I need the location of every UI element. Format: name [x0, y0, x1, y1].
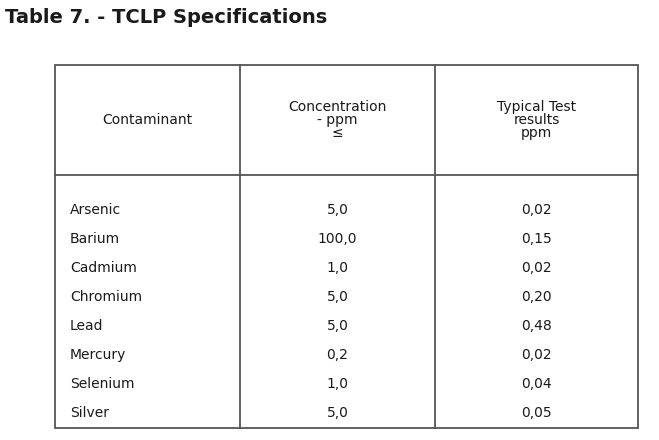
- Text: 0,02: 0,02: [521, 348, 552, 362]
- Text: Contaminant: Contaminant: [102, 113, 192, 127]
- Text: Silver: Silver: [70, 407, 109, 421]
- Text: 0,48: 0,48: [521, 319, 552, 333]
- Text: 5,0: 5,0: [327, 319, 349, 333]
- Text: Table 7. - TCLP Specifications: Table 7. - TCLP Specifications: [5, 8, 328, 27]
- Text: 5,0: 5,0: [327, 203, 349, 217]
- Text: 0,20: 0,20: [521, 290, 552, 304]
- Text: 100,0: 100,0: [318, 232, 357, 246]
- Text: 0,05: 0,05: [521, 407, 552, 421]
- Text: Mercury: Mercury: [70, 348, 127, 362]
- Text: Arsenic: Arsenic: [70, 203, 121, 217]
- Text: 5,0: 5,0: [327, 290, 349, 304]
- Text: Concentration: Concentration: [289, 100, 387, 114]
- Text: Barium: Barium: [70, 232, 120, 246]
- Text: Lead: Lead: [70, 319, 103, 333]
- Text: 0,02: 0,02: [521, 261, 552, 275]
- Text: - ppm: - ppm: [317, 113, 358, 127]
- Text: ≤: ≤: [331, 126, 343, 140]
- Text: Selenium: Selenium: [70, 378, 134, 391]
- Text: 0,02: 0,02: [521, 203, 552, 217]
- Text: results: results: [513, 113, 559, 127]
- Text: 5,0: 5,0: [327, 407, 349, 421]
- Text: 1,0: 1,0: [326, 261, 349, 275]
- Text: 0,2: 0,2: [327, 348, 349, 362]
- Text: 0,15: 0,15: [521, 232, 552, 246]
- Text: Typical Test: Typical Test: [497, 100, 576, 114]
- Text: Chromium: Chromium: [70, 290, 142, 304]
- Text: Cadmium: Cadmium: [70, 261, 137, 275]
- Text: 0,04: 0,04: [521, 378, 552, 391]
- Text: 1,0: 1,0: [326, 378, 349, 391]
- Text: ppm: ppm: [521, 126, 552, 140]
